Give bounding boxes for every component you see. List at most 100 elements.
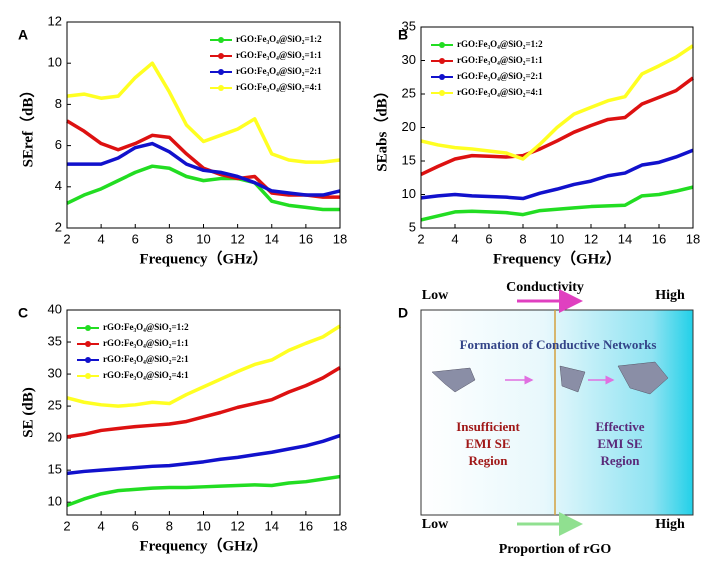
proportion-label: Proportion of rGO bbox=[499, 542, 612, 557]
x-tick-label: 4 bbox=[451, 231, 458, 246]
y-tick-label: 25 bbox=[48, 398, 62, 413]
high-label: High bbox=[655, 517, 685, 532]
y-tick-label: 2 bbox=[55, 219, 62, 234]
y-tick-label: 12 bbox=[48, 13, 62, 28]
panel-label: A bbox=[18, 27, 28, 43]
y-axis-label: SE (dB) bbox=[20, 387, 36, 437]
region-text: Insufficient bbox=[456, 419, 520, 434]
legend-label: rGO:Fe₃O₄@SiO₂=1:1 bbox=[457, 55, 543, 65]
x-tick-label: 16 bbox=[652, 231, 666, 246]
region-text: Effective bbox=[595, 419, 644, 434]
x-axis-label: Frequency（GHz） bbox=[139, 249, 267, 267]
y-tick-label: 25 bbox=[402, 85, 416, 100]
legend-marker bbox=[85, 341, 91, 347]
legend-label: rGO:Fe₃O₄@SiO₂=1:1 bbox=[236, 50, 322, 60]
y-tick-label: 4 bbox=[55, 178, 62, 193]
y-tick-label: 20 bbox=[402, 119, 416, 134]
y-tick-label: 6 bbox=[55, 137, 62, 152]
x-tick-label: 10 bbox=[550, 231, 564, 246]
series-line bbox=[420, 44, 694, 161]
legend-label: rGO:Fe₃O₄@SiO₂=2:1 bbox=[103, 354, 189, 364]
x-tick-label: 6 bbox=[132, 231, 139, 246]
x-tick-label: 4 bbox=[98, 518, 105, 533]
region-text: EMI SE bbox=[465, 436, 510, 451]
legend-marker bbox=[85, 325, 91, 331]
chart-panel: A 2 4 6 8 10 12 14 16 18 2 4 6 8 10 12 Frequency（GHz） SEr… bbox=[18, 13, 347, 267]
region-text: Region bbox=[601, 453, 641, 468]
series-line bbox=[66, 61, 341, 164]
x-tick-label: 12 bbox=[584, 231, 598, 246]
legend-marker bbox=[218, 53, 224, 59]
legend-label: rGO:Fe₃O₄@SiO₂=1:2 bbox=[103, 322, 189, 332]
plot-frame bbox=[66, 21, 341, 229]
x-tick-label: 14 bbox=[618, 231, 632, 246]
series-line bbox=[66, 164, 340, 212]
x-tick-label: 12 bbox=[230, 518, 244, 533]
x-tick-label: 10 bbox=[196, 518, 210, 533]
series-line bbox=[66, 474, 341, 508]
panel-label: D bbox=[398, 305, 408, 321]
x-tick-label: 18 bbox=[686, 231, 700, 246]
y-tick-label: 8 bbox=[55, 96, 62, 111]
y-axis-label: SEabs（dB） bbox=[372, 83, 390, 171]
panel-label: C bbox=[18, 305, 28, 321]
x-tick-label: 6 bbox=[485, 231, 492, 246]
y-tick-label: 15 bbox=[402, 152, 416, 167]
x-tick-label: 14 bbox=[265, 518, 279, 533]
legend-label: rGO:Fe₃O₄@SiO₂=1:1 bbox=[103, 338, 189, 348]
x-tick-label: 6 bbox=[132, 518, 139, 533]
plot-frame bbox=[66, 309, 341, 516]
series-line bbox=[66, 324, 341, 408]
y-tick-label: 15 bbox=[48, 462, 62, 477]
x-tick-label: 2 bbox=[63, 518, 70, 533]
y-tick-label: 35 bbox=[48, 333, 62, 348]
legend-label: rGO:Fe₃O₄@SiO₂=4:1 bbox=[103, 370, 189, 380]
legend-marker bbox=[439, 74, 445, 80]
region-text: EMI SE bbox=[597, 436, 642, 451]
legend-label: rGO:Fe₃O₄@SiO₂=1:2 bbox=[457, 39, 543, 49]
x-tick-label: 10 bbox=[196, 231, 210, 246]
x-tick-label: 16 bbox=[299, 231, 313, 246]
x-tick-label: 2 bbox=[63, 231, 70, 246]
x-tick-label: 14 bbox=[265, 231, 279, 246]
y-axis-label: SEref（dB） bbox=[18, 83, 36, 168]
network-icons bbox=[431, 361, 669, 395]
x-axis-label: Frequency（GHz） bbox=[139, 536, 267, 554]
series-line bbox=[66, 366, 341, 439]
series-line bbox=[66, 433, 341, 476]
chart-panel: B 2 4 6 8 10 12 14 16 18 5 10 15 20 25 30 35 Frequency（GH… bbox=[372, 18, 700, 267]
legend-marker bbox=[439, 42, 445, 48]
x-tick-label: 18 bbox=[333, 518, 347, 533]
y-tick-label: 10 bbox=[48, 55, 62, 70]
legend-marker bbox=[218, 85, 224, 91]
y-tick-label: 10 bbox=[48, 494, 62, 509]
x-tick-label: 8 bbox=[166, 231, 173, 246]
y-tick-label: 10 bbox=[402, 186, 416, 201]
series-line bbox=[420, 185, 694, 222]
y-tick-label: 30 bbox=[48, 366, 62, 381]
y-tick-label: 40 bbox=[48, 301, 62, 316]
x-tick-label: 4 bbox=[98, 231, 105, 246]
y-tick-label: 30 bbox=[402, 52, 416, 67]
low-label: Low bbox=[422, 517, 449, 532]
y-tick-label: 5 bbox=[409, 219, 416, 234]
region-text: Region bbox=[469, 453, 509, 468]
legend-marker bbox=[85, 373, 91, 379]
chart-panel: C 2 4 6 8 10 12 14 16 18 10 15 20 25 30 35 40 Frequency（G… bbox=[18, 301, 347, 554]
legend-label: rGO:Fe₃O₄@SiO₂=4:1 bbox=[236, 82, 322, 92]
network-title: Formation of Conductive Networks bbox=[460, 337, 657, 352]
x-tick-label: 18 bbox=[333, 231, 347, 246]
legend-label: rGO:Fe₃O₄@SiO₂=2:1 bbox=[236, 66, 322, 76]
series-line bbox=[67, 141, 341, 197]
x-tick-label: 8 bbox=[166, 518, 173, 533]
legend-marker bbox=[218, 69, 224, 75]
diagram-box bbox=[420, 309, 694, 516]
legend-marker bbox=[85, 357, 91, 363]
y-tick-label: 35 bbox=[402, 18, 416, 33]
legend-label: rGO:Fe₃O₄@SiO₂=1:2 bbox=[236, 34, 322, 44]
x-tick-label: 12 bbox=[230, 231, 244, 246]
legend-label: rGO:Fe₃O₄@SiO₂=2:1 bbox=[457, 71, 543, 81]
legend-marker bbox=[218, 37, 224, 43]
x-axis-label: Frequency（GHz） bbox=[493, 249, 621, 267]
